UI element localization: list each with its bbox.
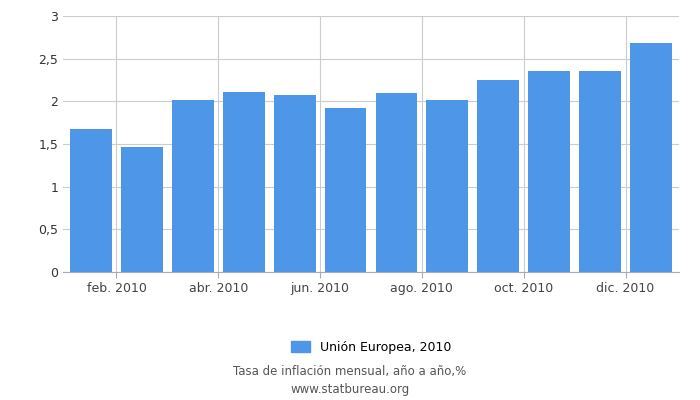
- Bar: [70, 130, 112, 272]
- Bar: [274, 94, 316, 272]
- Text: www.statbureau.org: www.statbureau.org: [290, 384, 410, 396]
- Bar: [426, 100, 468, 272]
- Text: Tasa de inflación mensual, año a año,%: Tasa de inflación mensual, año a año,%: [233, 366, 467, 378]
- Bar: [579, 72, 621, 272]
- Bar: [223, 92, 265, 272]
- Bar: [172, 100, 214, 272]
- Bar: [121, 148, 163, 272]
- Legend: Unión Europea, 2010: Unión Europea, 2010: [285, 334, 457, 360]
- Bar: [630, 43, 672, 272]
- Bar: [528, 72, 570, 272]
- Bar: [376, 93, 417, 272]
- Bar: [477, 80, 519, 272]
- Bar: [325, 108, 366, 272]
